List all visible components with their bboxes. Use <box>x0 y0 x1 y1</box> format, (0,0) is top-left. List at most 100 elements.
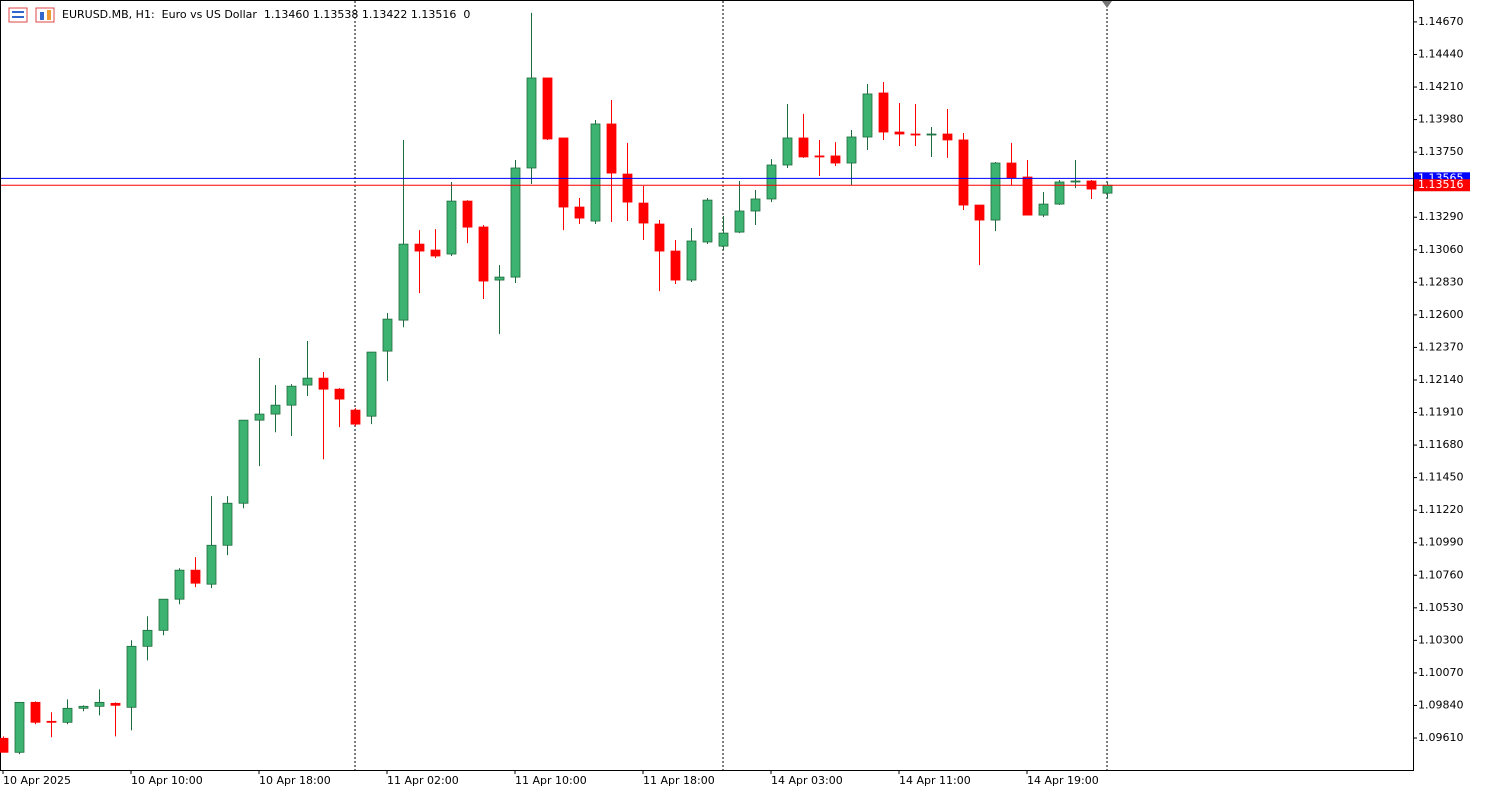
y-tick-label: 1.10760 <box>1418 568 1464 581</box>
candle-body <box>462 200 473 228</box>
candle-body <box>270 404 281 415</box>
y-tick-label: 1.13290 <box>1418 210 1464 223</box>
x-tick-label: 10 Apr 10:00 <box>131 774 203 787</box>
candle-body <box>622 173 633 203</box>
y-tick-label: 1.12830 <box>1418 275 1464 288</box>
candle-body <box>62 707 73 723</box>
icon <box>35 7 55 23</box>
candle-body <box>302 377 313 386</box>
candle-body <box>446 200 457 255</box>
bid-price-box <box>1414 179 1470 192</box>
candle-body <box>286 385 297 406</box>
y-tick-label: 1.13750 <box>1418 145 1464 158</box>
y-tick-label: 1.12600 <box>1418 308 1464 321</box>
candle-body <box>782 137 793 166</box>
candle-body <box>574 206 585 219</box>
candle-body <box>46 720 57 723</box>
x-tick-label: 11 Apr 10:00 <box>515 774 587 787</box>
candle-body <box>862 93 873 138</box>
candle-body <box>958 139 969 206</box>
candle-body <box>382 318 393 352</box>
icon <box>12 11 24 13</box>
x-tick-label: 10 Apr 2025 <box>3 774 71 787</box>
y-tick-label: 1.14670 <box>1418 15 1464 28</box>
candle-body <box>638 202 649 224</box>
candle-body <box>910 133 921 136</box>
candle-body <box>1102 184 1113 194</box>
candle-body <box>510 167 521 278</box>
x-tick-label: 11 Apr 18:00 <box>643 774 715 787</box>
candle-body <box>734 210 745 233</box>
x-tick-label: 14 Apr 19:00 <box>1027 774 1099 787</box>
candle-body <box>174 569 185 600</box>
candle-body <box>542 77 553 140</box>
y-tick-label: 1.14210 <box>1418 80 1464 93</box>
y-tick-label: 1.10530 <box>1418 601 1464 614</box>
y-tick-label: 1.12140 <box>1418 373 1464 386</box>
candle-body <box>254 413 265 421</box>
candle-body <box>686 240 697 281</box>
candle-body <box>702 199 713 243</box>
bid-price-label: 1.13516 <box>1418 178 1464 191</box>
icon <box>40 12 44 20</box>
y-tick-label: 1.10070 <box>1418 666 1464 679</box>
candle-body <box>926 133 937 136</box>
candle-body <box>334 388 345 400</box>
candle-body <box>766 164 777 200</box>
candle-body <box>558 137 569 208</box>
y-tick-label: 1.11680 <box>1418 438 1464 451</box>
candle-body <box>30 701 41 723</box>
candle-body <box>846 136 857 164</box>
candle-body <box>878 92 889 133</box>
candle-body <box>894 131 905 135</box>
y-tick-label: 1.09840 <box>1418 698 1464 711</box>
candle-body <box>1022 176 1033 216</box>
candle-body <box>414 243 425 252</box>
y-tick-label: 1.13060 <box>1418 243 1464 256</box>
x-tick-label: 11 Apr 02:00 <box>387 774 459 787</box>
candle-body <box>206 544 217 585</box>
candle-body <box>1006 162 1017 179</box>
candle-body <box>398 243 409 321</box>
candle-body <box>14 701 25 753</box>
icon <box>8 7 28 23</box>
candle-body <box>222 502 233 546</box>
candle-body <box>110 702 121 706</box>
y-tick-label: 1.14440 <box>1418 47 1464 60</box>
candle-body <box>830 155 841 164</box>
x-tick-label: 14 Apr 11:00 <box>899 774 971 787</box>
chart-title: EURUSD.MB, H1: Euro vs US Dollar 1.13460… <box>62 8 470 21</box>
candle-body <box>430 249 441 257</box>
candle-body <box>478 226 489 282</box>
candle-body <box>718 232 729 247</box>
candle-body <box>190 569 201 584</box>
icon <box>12 16 24 18</box>
y-tick-label: 1.11910 <box>1418 406 1464 419</box>
plot-frame <box>0 0 1414 771</box>
candle-body <box>670 250 681 281</box>
candle-body <box>606 123 617 174</box>
candle-body <box>1038 203 1049 216</box>
y-tick-label: 1.12370 <box>1418 340 1464 353</box>
x-tick-label: 10 Apr 18:00 <box>259 774 331 787</box>
candle-body <box>494 276 505 281</box>
candle-body <box>318 377 329 390</box>
candle-body <box>126 645 137 708</box>
candle-body <box>942 133 953 141</box>
candle-body <box>350 409 361 425</box>
y-tick-label: 1.11450 <box>1418 471 1464 484</box>
candle-body <box>158 598 169 631</box>
y-tick-label: 1.09610 <box>1418 731 1464 744</box>
header-icons <box>8 7 55 23</box>
candle-body <box>366 351 377 417</box>
icon <box>47 10 51 20</box>
y-tick-label: 1.10990 <box>1418 536 1464 549</box>
candle-body <box>654 223 665 252</box>
candle-body <box>814 155 825 158</box>
candle-body <box>590 123 601 222</box>
candle-body <box>0 737 9 753</box>
y-tick-label: 1.10300 <box>1418 633 1464 646</box>
candle-body <box>974 204 985 221</box>
candle-body <box>750 198 761 212</box>
